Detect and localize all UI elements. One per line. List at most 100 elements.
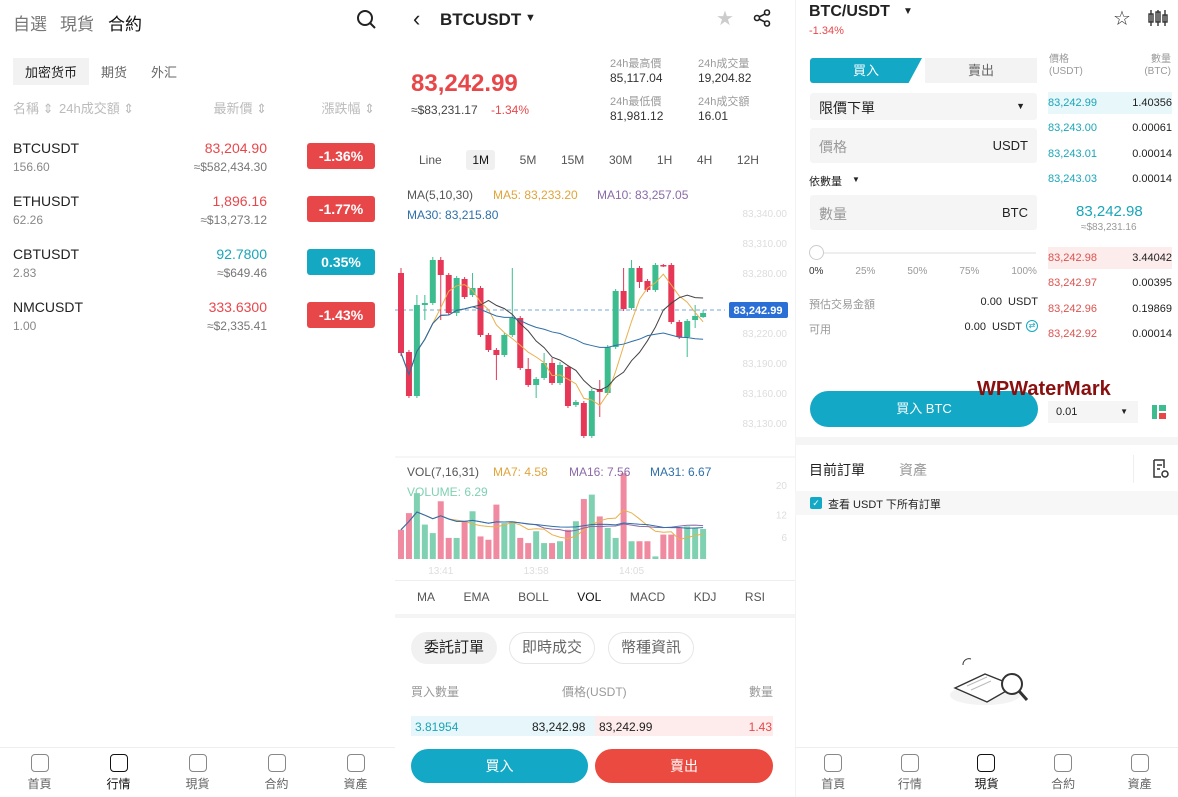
back-icon[interactable]: ‹	[413, 6, 421, 31]
candle-chart-icon[interactable]	[1148, 9, 1168, 27]
spot-icon	[188, 754, 207, 772]
sort-price[interactable]: 最新價 ⇕	[213, 101, 267, 116]
nav-market[interactable]: 行情	[79, 748, 158, 797]
book-layout-icon[interactable]	[1152, 405, 1166, 419]
timeframe-1h[interactable]: 1H	[656, 153, 673, 167]
candle	[533, 379, 540, 385]
indicator-vol[interactable]: VOL	[577, 590, 602, 604]
volume-bar	[620, 473, 627, 559]
tab-open-orders[interactable]: 目前訂單	[809, 462, 865, 478]
ma5-legend: MA5: 83,233.20	[493, 188, 578, 202]
slider-mark[interactable]: 100%	[1011, 266, 1037, 277]
show-all-checkbox[interactable]: ✓	[810, 497, 822, 509]
market-row[interactable]: CBTUSDT 2.83 92.7800 ≈$649.46 0.35%	[0, 246, 395, 291]
timeframe-15m[interactable]: 15M	[560, 153, 585, 167]
transfer-icon[interactable]: ⇄	[1026, 320, 1038, 332]
volume-bar	[493, 504, 500, 559]
tab-favorites[interactable]: 自選	[13, 15, 47, 34]
indicator-ema[interactable]: EMA	[463, 590, 490, 604]
tab-orders[interactable]: 委託訂單	[411, 632, 497, 664]
depth-select[interactable]: 0.01 ▼	[1048, 401, 1138, 423]
orderbook-row[interactable]: 83,242.97 0.00395	[1048, 272, 1172, 294]
price: 1,896.16	[212, 193, 268, 209]
nav-contract[interactable]: 合約	[1025, 748, 1102, 797]
market-row[interactable]: NMCUSDT 1.00 333.6300 ≈$2,335.41 -1.43%	[0, 299, 395, 344]
mid-usd: ≈$83,231.16	[1081, 222, 1137, 233]
star-icon[interactable]: ★	[716, 8, 734, 30]
sell-tab[interactable]: 賣出	[925, 58, 1037, 83]
indicator-macd[interactable]: MACD	[629, 590, 666, 604]
nav-assets[interactable]: 資產	[316, 748, 395, 797]
indicator-ma[interactable]: MA	[417, 590, 435, 604]
timeframe-1m[interactable]: 1M	[466, 150, 495, 170]
indicator-rsi[interactable]: RSI	[744, 590, 765, 604]
amount-slider-handle[interactable]	[809, 245, 824, 260]
search-icon[interactable]	[356, 9, 376, 29]
price: 333.6300	[208, 299, 267, 315]
indicator-kdj[interactable]: KDJ	[693, 590, 717, 604]
buy-button[interactable]: 買入	[411, 749, 588, 783]
slider-mark[interactable]: 25%	[855, 266, 876, 277]
price-input[interactable]: 價格 USDT	[810, 128, 1037, 163]
book-price: 83,243.01	[1048, 147, 1097, 160]
order-type-select[interactable]: 限價下單 ▼	[810, 93, 1037, 120]
quantity-input[interactable]: 數量 BTC	[810, 195, 1037, 230]
sort-volume[interactable]: 24h成交額 ⇕	[59, 101, 135, 116]
orderbook-row[interactable]: 83,243.03 0.00014	[1048, 168, 1172, 190]
slider-mark[interactable]: 0%	[809, 266, 824, 277]
sort-name[interactable]: 名稱 ⇕	[13, 101, 54, 116]
share-icon[interactable]	[753, 9, 771, 27]
candlestick-chart[interactable]: 83,340.00 83,310.00 83,280.00 83,220.00 83,1…	[395, 0, 795, 580]
orderbook-row[interactable]: 83,243.00 0.00061	[1048, 117, 1172, 139]
nav-assets[interactable]: 資產	[1101, 748, 1178, 797]
sort-change[interactable]: 漲跌幅 ⇕	[321, 101, 375, 116]
slider-mark[interactable]: 50%	[907, 266, 928, 277]
tab-contract[interactable]: 合約	[108, 15, 142, 34]
tab-assets[interactable]: 資產	[899, 462, 927, 478]
timeframe-4h[interactable]: 4H	[696, 153, 713, 167]
pair-title[interactable]: BTC/USDT	[809, 3, 890, 20]
volume-bar	[398, 529, 404, 559]
subtab-futures[interactable]: 期货	[101, 65, 128, 80]
submit-buy-button[interactable]: 買入 BTC	[810, 391, 1038, 427]
timeframe-12h[interactable]: 12H	[736, 153, 759, 167]
slider-mark[interactable]: 75%	[959, 266, 980, 277]
timeframe-30m[interactable]: 30M	[608, 153, 633, 167]
indicator-boll[interactable]: BOLL	[518, 590, 549, 604]
symbol-title[interactable]: BTCUSDT	[440, 10, 522, 29]
subtab-crypto[interactable]: 加密货币	[13, 58, 90, 85]
tab-coin-info[interactable]: 幣種資訊	[608, 632, 694, 664]
tab-trades[interactable]: 即時成交	[509, 632, 595, 664]
timeframe-line[interactable]: Line	[419, 153, 442, 167]
nav-home[interactable]: 首頁	[0, 748, 79, 797]
amount-slider-track[interactable]	[816, 252, 1036, 254]
orderbook-row[interactable]: 83,242.99 1.40356	[1048, 92, 1172, 114]
nav-spot[interactable]: 現貨	[158, 748, 237, 797]
book-ask-price: 83,242.99	[599, 720, 653, 734]
nav-spot[interactable]: 現貨	[948, 748, 1025, 797]
book-qty: 3.44042	[1132, 252, 1172, 264]
orderbook-row[interactable]: 83,242.96 0.19869	[1048, 298, 1172, 320]
book-price-header: 價格 (USDT)	[1049, 54, 1083, 77]
market-row[interactable]: ETHUSDT 62.26 1,896.16 ≈$13,273.12 -1.77%	[0, 193, 395, 238]
chevron-down-icon[interactable]: ▼	[852, 175, 860, 184]
chevron-down-icon[interactable]: ▼	[525, 12, 536, 24]
nav-home[interactable]: 首頁	[795, 748, 872, 797]
sell-button[interactable]: 賣出	[595, 749, 773, 783]
nav-contract[interactable]: 合約	[237, 748, 316, 797]
chevron-down-icon[interactable]: ▼	[903, 6, 913, 17]
orderbook-row[interactable]: 83,242.92 0.00014	[1048, 323, 1172, 345]
buy-tab[interactable]: 買入	[810, 58, 922, 83]
star-icon[interactable]: ☆	[1113, 8, 1131, 30]
market-row[interactable]: BTCUSDT 156.60 83,204.90 ≈$582,434.30 -1.36%	[0, 140, 395, 185]
subtab-forex[interactable]: 外汇	[151, 65, 178, 80]
price-axis-tick: 83,220.00	[743, 329, 788, 340]
tab-spot[interactable]: 現貨	[60, 15, 94, 34]
order-history-icon[interactable]	[1152, 459, 1169, 479]
nav-market[interactable]: 行情	[872, 748, 949, 797]
orderbook-row[interactable]: 83,242.98 3.44042	[1048, 247, 1172, 269]
timeframe-5m[interactable]: 5M	[519, 153, 537, 167]
orderbook-row[interactable]: 83,243.01 0.00014	[1048, 143, 1172, 165]
qty-mode-select[interactable]: 依數量	[809, 176, 842, 188]
candle	[628, 268, 635, 308]
